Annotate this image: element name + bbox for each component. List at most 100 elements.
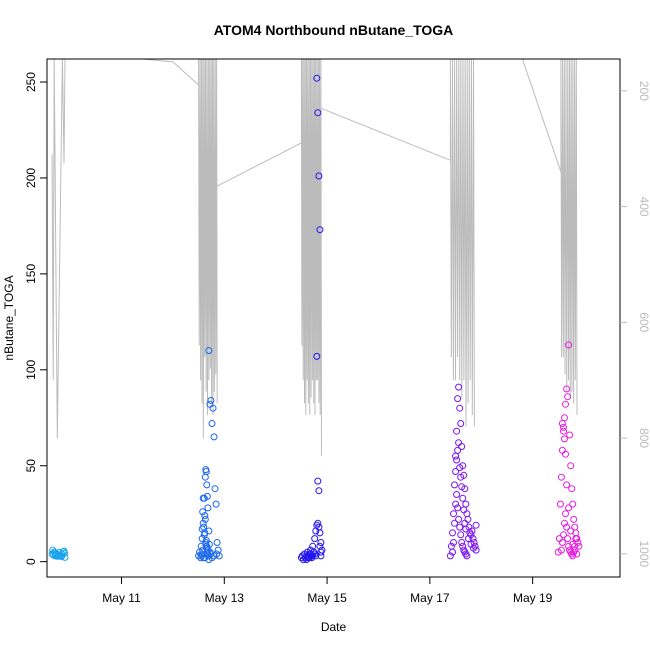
data-point	[198, 535, 206, 543]
altitude-trace-layer	[51, 58, 578, 456]
data-point	[309, 552, 317, 560]
data-point	[456, 404, 464, 412]
data-point	[561, 435, 568, 443]
data-point	[456, 523, 464, 531]
data-point	[201, 554, 209, 562]
x-axis: May 11 May 13 May 15 May 17 May 19	[102, 577, 553, 605]
data-point	[455, 439, 463, 447]
right-tick-label: 600	[637, 312, 650, 332]
y-tick-label: 250	[24, 72, 38, 92]
right-tick-label: 200	[637, 81, 650, 101]
data-point	[557, 546, 565, 554]
data-point	[315, 487, 323, 495]
data-point	[199, 494, 207, 502]
data-point	[212, 500, 220, 508]
data-point	[570, 515, 578, 523]
data-point	[461, 519, 469, 527]
data-point	[557, 473, 565, 481]
right-tick-label: 400	[637, 197, 650, 217]
data-point	[463, 552, 471, 560]
data-point	[464, 515, 472, 523]
y-axis: 0 50 100 150 200 250	[24, 72, 47, 565]
x-tick-label: May 19	[513, 591, 553, 605]
data-point	[311, 535, 319, 543]
y-tick-label: 100	[24, 359, 38, 379]
data-point	[457, 531, 465, 539]
plot-frame	[46, 58, 621, 578]
data-point	[562, 510, 569, 518]
data-point	[565, 504, 573, 512]
data-point	[564, 393, 572, 401]
data-point	[556, 500, 564, 508]
data-point	[458, 483, 466, 491]
data-point	[207, 397, 215, 404]
data-point	[569, 552, 577, 560]
data-point	[563, 523, 571, 531]
data-point	[459, 494, 467, 502]
data-point	[563, 481, 571, 489]
data-point	[317, 539, 325, 546]
y-tick-label: 50	[24, 459, 38, 473]
x-tick-label: May 17	[410, 591, 450, 605]
y-tick-label: 0	[24, 558, 38, 565]
data-point	[558, 539, 566, 546]
data-point	[462, 500, 470, 508]
data-point	[558, 446, 566, 454]
data-point	[314, 477, 322, 485]
data-point	[562, 450, 569, 458]
data-point	[573, 550, 581, 558]
data-point	[455, 515, 463, 523]
data-point	[313, 352, 321, 360]
data-point	[560, 531, 567, 539]
data-point	[564, 535, 572, 543]
data-point	[314, 519, 322, 527]
data-point	[201, 473, 209, 481]
data-point	[204, 504, 212, 512]
data-point	[454, 504, 462, 512]
y-tick-label: 150	[24, 264, 38, 284]
data-point	[452, 500, 460, 508]
data-point	[208, 554, 216, 562]
x-tick-label: May 11	[102, 591, 141, 605]
y-tick-label: 200	[24, 168, 38, 188]
altitude-trace	[51, 58, 578, 456]
data-point	[569, 500, 577, 508]
data-point	[451, 481, 458, 489]
data-point	[566, 431, 574, 439]
data-point	[201, 515, 209, 523]
data-point	[565, 341, 573, 349]
data-point	[472, 521, 480, 529]
data-point	[568, 485, 576, 493]
data-point	[561, 414, 568, 422]
data-point	[199, 508, 207, 516]
data-point	[560, 423, 567, 431]
data-point	[449, 529, 456, 537]
x-tick-label: May 13	[205, 591, 245, 605]
data-point	[202, 539, 210, 546]
data-points-layer	[48, 74, 583, 564]
data-point	[198, 525, 206, 533]
data-point	[208, 420, 216, 427]
data-point	[463, 510, 471, 518]
data-point	[575, 542, 583, 550]
data-point	[203, 481, 211, 489]
data-point	[561, 519, 568, 527]
data-point	[51, 549, 59, 557]
data-point	[571, 546, 579, 554]
data-point	[455, 383, 463, 391]
data-point	[210, 433, 218, 441]
data-point	[317, 548, 325, 556]
data-point	[454, 446, 462, 454]
data-point	[558, 420, 566, 427]
data-point	[209, 404, 217, 412]
data-point	[450, 539, 457, 546]
data-point	[316, 529, 324, 537]
right-tick-label: 800	[637, 428, 650, 448]
data-point	[446, 552, 454, 560]
data-point	[457, 473, 465, 481]
data-point	[452, 452, 460, 460]
data-point	[451, 519, 458, 527]
x-tick-label: May 15	[307, 591, 347, 605]
data-point	[452, 468, 460, 475]
data-point	[571, 542, 579, 550]
